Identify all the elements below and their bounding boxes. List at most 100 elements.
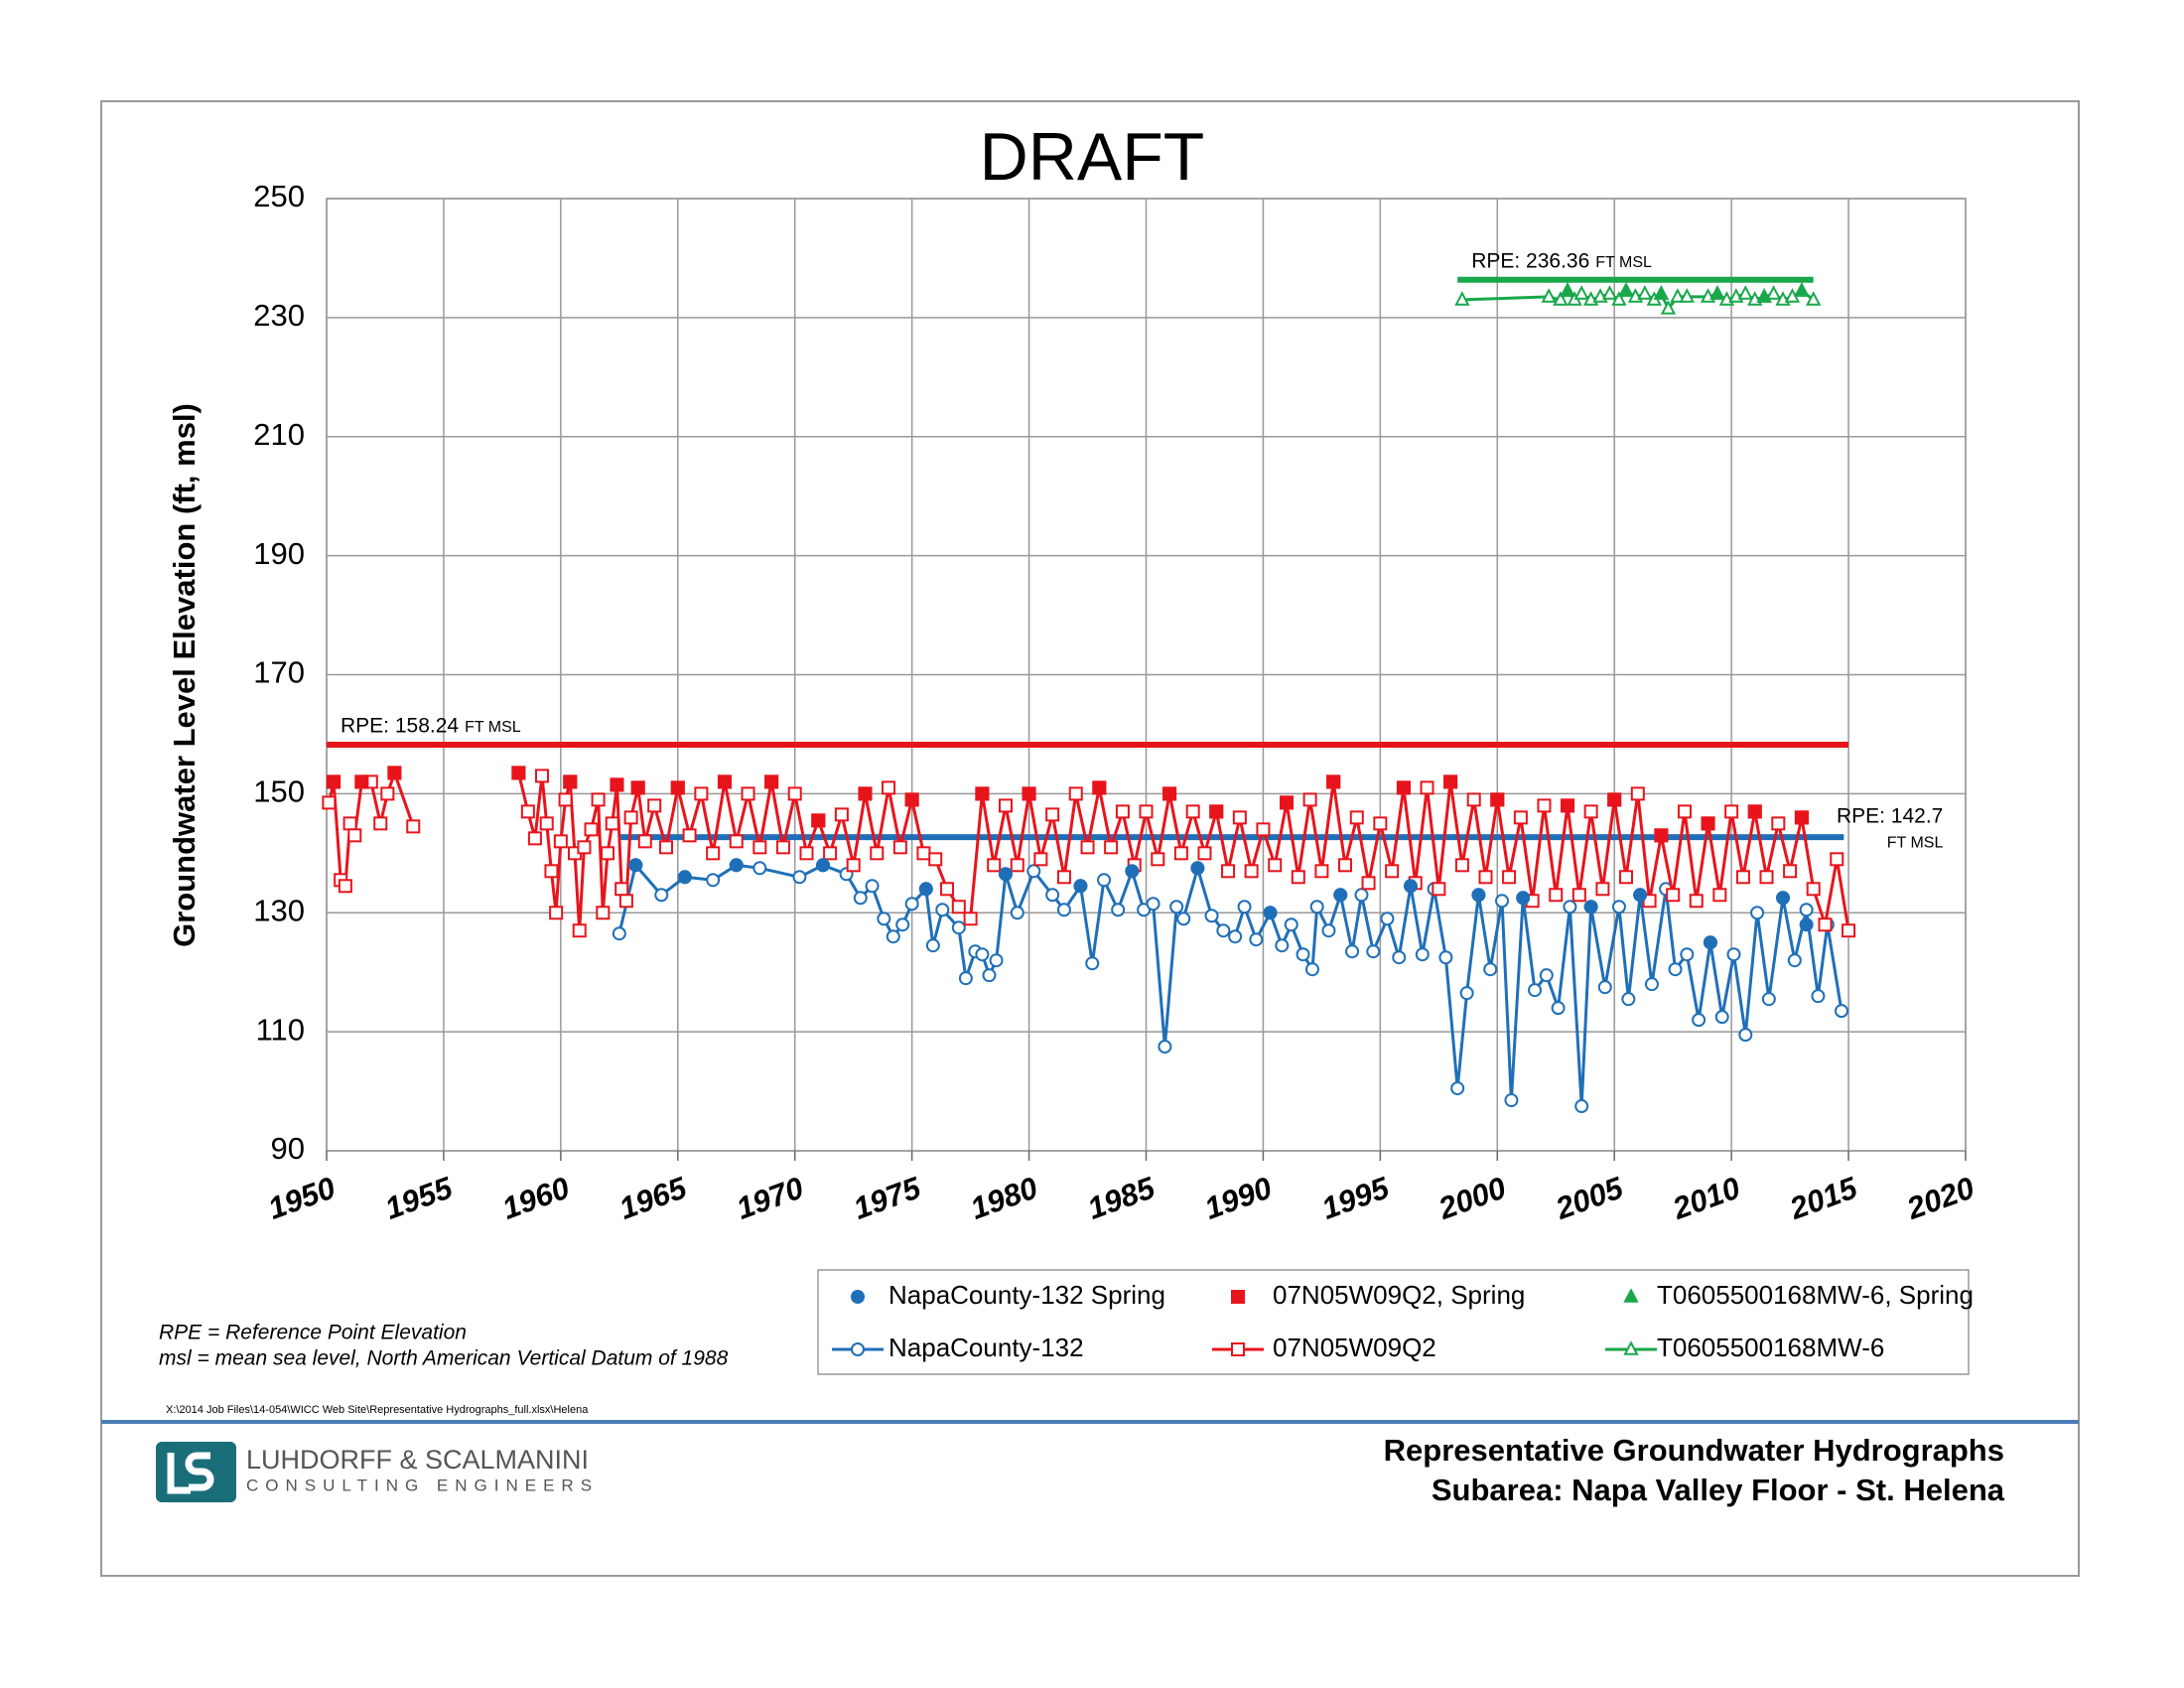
marker [1068,786,1083,801]
marker [775,840,790,855]
marker [1169,900,1184,914]
marker [1623,1288,1639,1303]
marker [591,792,606,807]
legend-entry: NapaCounty-132 [832,1333,1084,1362]
marker [940,882,955,897]
marker [1097,873,1112,888]
marker [1237,900,1252,914]
marker [1787,953,1802,968]
marker [1830,852,1844,867]
marker [1228,929,1243,944]
marker [1516,891,1531,906]
marker [877,912,891,926]
marker [342,816,357,831]
marker [951,900,966,914]
marker [918,882,933,897]
marker [1158,1040,1172,1055]
marker [1502,870,1517,885]
marker [1553,291,1569,306]
marker [741,786,755,801]
marker [816,858,831,873]
marker [752,861,767,876]
marker [1033,852,1048,867]
marker [1263,906,1278,920]
marker [1026,864,1041,879]
marker [338,879,352,894]
marker [572,923,587,938]
legend-entry: 07N05W09Q2, Spring [1231,1280,1525,1310]
marker [628,858,643,873]
marker [1326,774,1341,789]
marker [1454,858,1469,873]
marker [1454,291,1470,306]
marker [1139,804,1154,819]
marker [1438,950,1453,965]
marker [1842,923,1856,938]
marker [1623,1340,1639,1355]
marker [1204,909,1219,923]
legend-label: T0605500168MW-6 [1657,1333,1884,1362]
reference-unit: FT MSL [1887,834,1944,851]
marker [1670,288,1686,303]
marker [1680,947,1695,962]
legend-label: 07N05W09Q2, Spring [1273,1280,1525,1310]
marker [1085,956,1100,971]
chart-title: DRAFT [980,119,1205,195]
marker [1595,882,1610,897]
marker [1073,879,1088,894]
marker [851,1290,865,1304]
marker [1783,864,1798,879]
footer-title: Subarea: Napa Valley Floor - St. Helena [1432,1473,2005,1507]
note: msl = mean sea level, North American Ver… [159,1347,729,1370]
legend-label: T0605500168MW-6, Spring [1657,1280,1974,1310]
marker [1361,876,1376,891]
marker [752,840,767,855]
marker [1185,804,1200,819]
marker [1244,864,1259,879]
marker [1799,917,1814,932]
marker [1834,1004,1848,1019]
marker [1302,792,1317,807]
marker [1321,923,1336,938]
marker [387,766,402,780]
marker [1633,888,1648,903]
marker [951,920,966,935]
marker [1794,282,1810,297]
marker [354,774,369,789]
reference-unit: FT MSL [1595,254,1652,271]
marker [729,858,744,873]
marker [654,888,669,903]
y-tick-label: 170 [253,655,305,690]
marker [549,906,564,920]
marker [1146,897,1160,912]
x-tick-label: 1965 [614,1170,691,1226]
marker [1654,828,1669,843]
marker [1415,947,1430,962]
marker [1703,935,1717,950]
marker [987,858,1002,873]
x-tick-label: 1970 [732,1170,808,1225]
marker [1190,861,1205,876]
marker [729,834,744,849]
marker [1349,810,1364,825]
marker [610,777,624,792]
marker [553,834,568,849]
marker [975,947,990,962]
marker [694,786,709,801]
marker [612,926,626,941]
x-tick-label: 2010 [1668,1170,1745,1226]
marker [1197,846,1212,861]
marker [916,846,931,861]
x-tick-label: 1950 [263,1170,340,1225]
legend-entry: NapaCounty-132 Spring [851,1280,1165,1310]
marker [1737,285,1753,300]
reference-label: RPE: 158.24 [341,715,459,738]
marker [327,774,341,789]
marker [1111,903,1126,917]
y-tick-label: 230 [253,298,305,333]
marker [1618,282,1634,297]
marker [1373,816,1388,831]
marker [1811,989,1826,1004]
marker [563,774,578,789]
